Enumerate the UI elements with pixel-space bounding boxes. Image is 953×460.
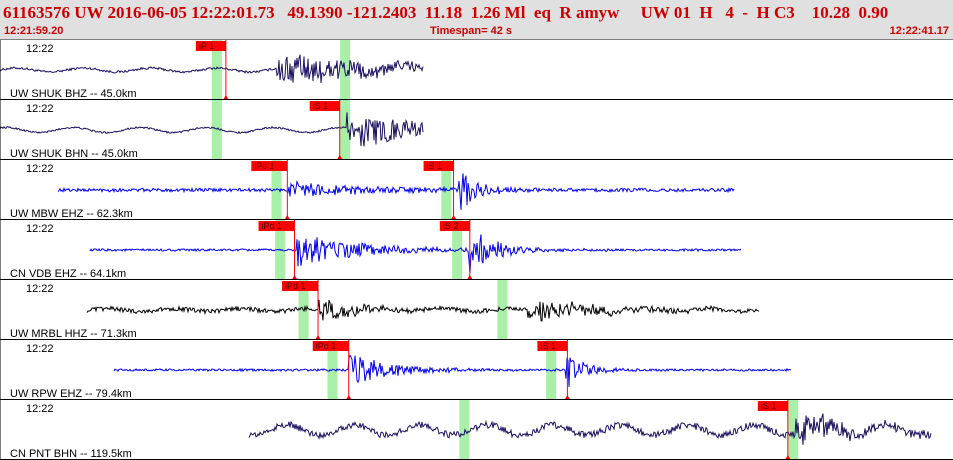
phase-pick[interactable]: iPd 1: [312, 340, 352, 400]
pick-label: iP 1: [199, 41, 214, 51]
pick-label: iPd 1: [262, 221, 283, 231]
pick-window[interactable]: [211, 100, 222, 160]
trace-panel[interactable]: iS 1 12:22 UW SHUK BHN -- 45.0km: [0, 100, 953, 160]
station-label: UW RPW EHZ -- 79.4km: [10, 388, 132, 400]
station-label: UW SHUK BHN -- 45.0km: [10, 148, 138, 160]
waveform: [0, 54, 424, 84]
trace-time-label: 12:22: [26, 403, 54, 415]
station-label: CN PNT BHN -- 119.5km: [10, 448, 132, 460]
phase-pick[interactable]: iP 1: [195, 40, 229, 100]
trace-panel[interactable]: iPd 1 iS 2 12:22 CN VDB EHZ -- 64.1km: [0, 220, 953, 280]
event-header: 61163576 UW 2016-06-05 12:22:01.73 49.13…: [0, 0, 953, 40]
station-label: UW MRBL HHZ -- 71.3km: [10, 328, 137, 340]
pick-window[interactable]: [340, 100, 351, 160]
phase-pick[interactable]: iS 2: [439, 220, 473, 280]
end-time: 12:22:41.17: [889, 25, 949, 37]
phase-pick[interactable]: iPc 1: [251, 160, 291, 220]
waveform: [113, 354, 792, 387]
start-time: 12:21:59.20: [4, 25, 64, 37]
trace-panel[interactable]: iPd 1 iS 1 12:22 UW RPW EHZ -- 79.4km: [0, 340, 953, 400]
waveform: [86, 299, 760, 322]
station-label: UW SHUK BHZ -- 45.0km: [10, 88, 137, 100]
station-label: CN VDB EHZ -- 64.1km: [10, 268, 126, 280]
pick-label: iPd 1: [316, 341, 337, 351]
trace-time-label: 12:22: [26, 43, 54, 55]
pick-label: iPd 1: [285, 281, 306, 291]
seismogram-panel[interactable]: iP 1 12:22 UW SHUK BHZ -- 45.0km iS 1 12:22 U…: [0, 40, 953, 460]
trace-panel[interactable]: iPc 1 iS 1 12:22 UW MBW EHZ -- 62.3km: [0, 160, 953, 220]
trace-panel[interactable]: iPd 1 12:22 UW MRBL HHZ -- 71.3km: [0, 280, 953, 340]
pick-window[interactable]: [271, 160, 282, 220]
pick-window[interactable]: [546, 340, 557, 400]
trace-time-label: 12:22: [26, 283, 54, 295]
phase-pick[interactable]: iS 1: [423, 160, 457, 220]
waveform: [248, 413, 932, 445]
trace-time-label: 12:22: [26, 163, 54, 175]
pick-label: iPc 1: [254, 161, 274, 171]
phase-pick[interactable]: iS 1: [309, 100, 343, 160]
waveform: [57, 173, 735, 210]
pick-label: iS 1: [427, 161, 443, 171]
phase-pick[interactable]: iS 1: [757, 400, 791, 460]
trace-time-label: 12:22: [26, 223, 54, 235]
phase-pick[interactable]: iPd 1: [282, 280, 322, 340]
station-label: UW MBW EHZ -- 62.3km: [10, 208, 133, 220]
pick-window[interactable]: [788, 400, 799, 460]
event-summary: 61163576 UW 2016-06-05 12:22:01.73 49.13…: [3, 3, 889, 22]
pick-label: iS 1: [761, 401, 777, 411]
trace-time-label: 12:22: [26, 343, 54, 355]
phase-pick[interactable]: iPd 1: [258, 220, 298, 280]
timespan-label: Timespan= 42 s: [430, 25, 513, 37]
trace-time-label: 12:22: [26, 103, 54, 115]
trace-panel[interactable]: iP 1 12:22 UW SHUK BHZ -- 45.0km: [0, 40, 953, 100]
pick-label: iS 2: [443, 221, 459, 231]
phase-pick[interactable]: iS 1: [537, 340, 571, 400]
trace-panel[interactable]: iS 1 12:22 CN PNT BHN -- 119.5km: [0, 400, 953, 460]
pick-label: iS 1: [313, 101, 329, 111]
waveform: [0, 112, 424, 147]
pick-window[interactable]: [459, 400, 470, 460]
pick-label: iS 1: [540, 341, 556, 351]
pick-window[interactable]: [211, 40, 222, 100]
waveform: [89, 234, 742, 274]
